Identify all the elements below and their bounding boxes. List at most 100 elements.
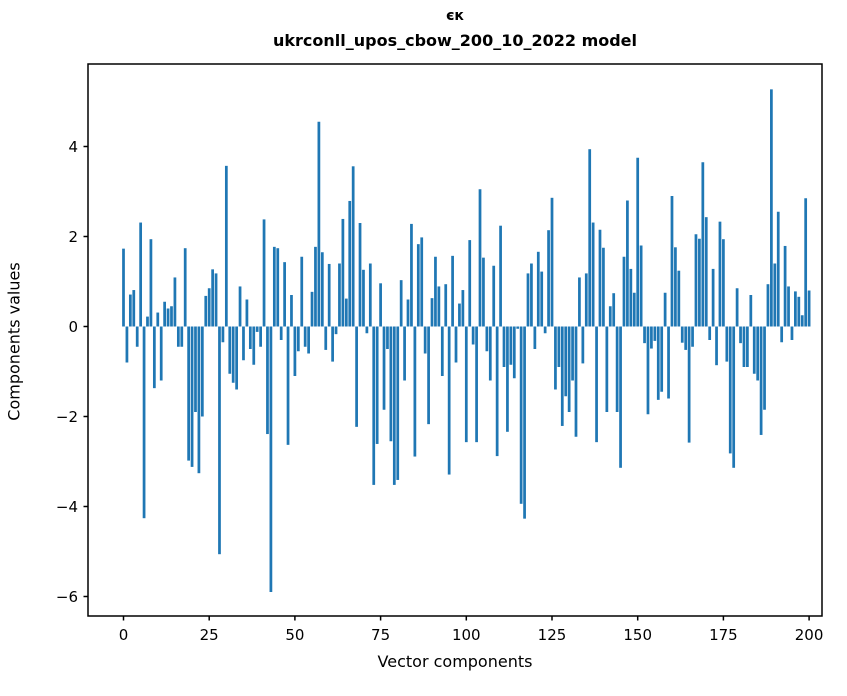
bar-182 [746,326,749,367]
bar-174 [718,221,722,327]
bar-98 [458,303,461,327]
figure-suptitle: єк [446,8,464,24]
bar-168 [698,238,701,327]
bar-156 [656,326,660,400]
bar-54 [307,326,310,354]
x-axis-label: Vector components [377,652,533,671]
bar-51 [296,326,300,352]
bar-160 [670,196,674,327]
bar-49 [290,295,293,327]
bar-87 [420,237,424,327]
bar-111 [502,326,506,367]
bar-95 [447,326,451,475]
bar-36 [245,299,249,327]
bar-145 [619,326,622,468]
bar-66 [348,200,352,327]
bar-107 [488,326,492,381]
bar-20 [190,326,194,467]
x-tick-label: 100 [452,626,481,644]
bar-161 [674,247,677,327]
bar-102 [471,326,475,345]
bar-126 [554,326,557,390]
bar-8 [149,239,153,327]
bar-50 [293,326,297,376]
bar-110 [499,225,502,327]
bar-146 [622,256,626,327]
bar-26 [211,269,214,327]
x-tick-label: 175 [709,626,738,644]
bar-21 [194,326,197,412]
bar-89 [427,326,430,425]
x-tick-label: 200 [795,626,824,644]
bar-142 [608,306,612,327]
bar-7 [146,316,149,327]
y-tick-label: −4 [56,498,78,516]
bar-75 [379,283,382,327]
bar-180 [739,326,742,344]
bar-23 [200,326,204,417]
bar-57 [317,121,321,327]
axes-title: ukrconll_upos_cbow_200_10_2022 model [272,31,638,50]
bar-150 [636,157,640,327]
bar-104 [478,189,482,327]
bar-48 [286,326,290,445]
bar-155 [653,326,657,341]
bar-58 [320,252,324,327]
bar-199 [804,198,808,327]
bar-37 [248,326,252,349]
bar-68 [355,326,358,427]
bar-61 [331,326,334,362]
bar-179 [735,288,739,327]
bar-43 [269,326,273,592]
bar-112 [506,326,509,432]
bar-31 [228,326,232,374]
bar-147 [626,200,629,327]
bar-6 [142,326,146,519]
bar-135 [584,273,588,327]
bar-77 [386,326,389,349]
bar-130 [567,326,571,412]
bar-193 [783,245,787,327]
bar-38 [252,326,256,365]
bar-197 [797,296,801,327]
x-tick-label: 0 [119,626,129,644]
bar-125 [550,197,554,327]
bar-119 [530,263,533,327]
bar-101 [468,240,472,327]
bar-158 [663,292,667,327]
bar-47 [283,262,286,327]
bar-166 [691,326,694,347]
bar-120 [533,326,537,349]
bar-92 [437,286,441,327]
bar-4 [135,326,139,347]
bar-141 [605,326,609,412]
bar-14 [170,306,173,327]
bar-177 [728,326,732,454]
bar-5 [139,222,143,327]
bar-108 [492,265,496,327]
bar-9 [152,326,156,389]
bar-59 [324,326,328,350]
bar-28 [218,326,221,555]
bar-188 [766,284,770,327]
bar-165 [687,326,691,443]
bar-134 [581,326,585,364]
bar-2 [128,294,132,327]
bar-93 [440,326,444,376]
bar-114 [512,326,516,379]
bar-83 [406,299,410,327]
bar-117 [523,326,526,519]
bar-170 [704,217,708,327]
bar-167 [694,234,698,327]
bar-109 [495,326,499,457]
bar-11 [159,326,163,381]
bar-27 [214,273,218,327]
bar-187 [763,326,766,410]
bar-131 [571,326,574,381]
axes-spines [87,63,823,617]
bar-164 [684,326,688,350]
y-tick-label: 2 [68,228,78,246]
y-tick-label: 4 [68,138,78,156]
